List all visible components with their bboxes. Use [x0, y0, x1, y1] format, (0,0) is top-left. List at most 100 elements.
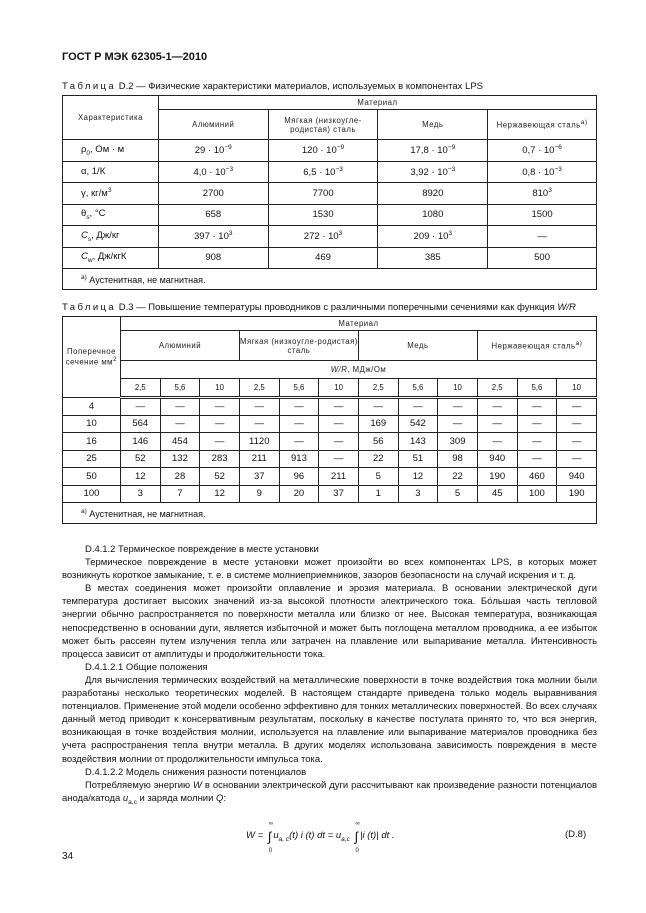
table-cell: 469: [267, 246, 379, 269]
table-cell: 143: [397, 432, 439, 451]
table-cell: —: [516, 449, 558, 468]
table-cell: 209 · 103: [377, 225, 489, 248]
row-label: Cs, Дж/кг: [62, 225, 159, 248]
table-cell: —: [556, 397, 597, 416]
row-label: Cw, Дж/кгК: [62, 246, 159, 269]
wr-value: 2,5: [476, 378, 518, 399]
table-cell: 132: [159, 449, 201, 468]
table-cell: —: [278, 397, 320, 416]
table-cell: —: [199, 414, 240, 433]
table-cell: 20: [278, 484, 320, 503]
table-cell: —: [119, 397, 161, 416]
equation-number: (D.8): [565, 829, 587, 840]
caption-italic: W/R: [557, 302, 576, 313]
table-cell: 397 · 103: [157, 225, 269, 248]
table-cell: 564: [119, 414, 161, 433]
table-d3: Поперечное сечение мм2 Материал Алюминий М…: [62, 316, 598, 524]
wr-value: 2,5: [119, 378, 161, 399]
table-cell: 940: [476, 449, 518, 468]
table-cell: —: [159, 414, 201, 433]
table-row: θs, °С 658 1530 1080 1500: [62, 203, 597, 226]
table-cell: —: [238, 397, 280, 416]
table-cell: —: [487, 225, 597, 248]
table-cell: 3: [119, 484, 161, 503]
caption-prefix: Таблица: [62, 302, 117, 313]
table-cell: 272 · 103: [267, 225, 379, 248]
row-section: 10: [62, 414, 121, 433]
table-cell: 940: [556, 467, 597, 486]
table-cell: —: [318, 432, 359, 451]
wr-value: 5,6: [516, 378, 558, 399]
table-cell: 211: [238, 449, 280, 468]
row-section: 25: [62, 449, 121, 468]
wr-value: 10: [437, 378, 478, 399]
table-cell: 37: [318, 484, 359, 503]
row-label: γ, кг/м3: [62, 182, 159, 205]
table-cell: 0,8 · 10−3: [487, 160, 597, 183]
table-cell: —: [556, 449, 597, 468]
table-cell: 96: [278, 467, 320, 486]
table-cell: —: [357, 397, 399, 416]
table-cell: 2700: [157, 182, 269, 205]
table-cell: —: [199, 432, 240, 451]
table-cell: 5: [357, 467, 399, 486]
table-cell: —: [516, 414, 558, 433]
material-header: Мягкая (низкоугле-родистая) сталь: [267, 109, 379, 140]
table-cell: —: [476, 432, 518, 451]
table-cell: 454: [159, 432, 201, 451]
table-cell: 12: [397, 467, 439, 486]
material-header: Мягкая (низкоугле-родистая) сталь: [238, 330, 359, 361]
table-cell: —: [159, 397, 201, 416]
wr-value: 2,5: [357, 378, 399, 399]
table-cell: 500: [487, 246, 597, 269]
table-cell: 1080: [377, 203, 489, 226]
table-cell: 658: [157, 203, 269, 226]
section-heading: D.4.1.2.2 Модель снижения разности потен…: [85, 766, 307, 778]
paragraph: Для вычисления термических воздействий н…: [62, 674, 597, 765]
table-cell: 45: [476, 484, 518, 503]
material-header: Алюминий: [119, 330, 240, 361]
table-cell: —: [476, 414, 518, 433]
table-row: Cw, Дж/кгК 908 469 385 500: [62, 246, 597, 269]
table-footnote: a) Аустенитная, не магнитная.: [62, 502, 597, 524]
table-cell: 17,8 · 10−9: [377, 139, 489, 162]
table-cell: —: [437, 414, 478, 433]
material-header: Медь: [377, 109, 489, 140]
table-cell: 460: [516, 467, 558, 486]
header-characteristic: Характеристика: [62, 95, 159, 140]
integral-sign: ∫ ∞ 0: [354, 821, 360, 854]
wr-value: 5,6: [159, 378, 201, 399]
table-cell: 542: [397, 414, 439, 433]
table-cell: —: [278, 432, 320, 451]
table-cell: —: [556, 432, 597, 451]
wr-value: 10: [556, 378, 597, 399]
document-header: ГОСТ Р МЭК 62305-1—2010: [62, 51, 208, 63]
material-header: Нержавеющая стальa): [487, 109, 597, 140]
header-section: Поперечное сечение мм2: [62, 316, 121, 398]
table-cell: 913: [278, 449, 320, 468]
table-cell: 52: [119, 449, 161, 468]
table-row: 50 12 28 52 37 96 211 5 12 22 190 460 940: [62, 467, 597, 486]
paragraph: В местах соединения может произойти опла…: [62, 583, 597, 660]
wr-value: 10: [318, 378, 359, 399]
table-footnote: a) Аустенитная, не магнитная.: [62, 268, 597, 290]
table-cell: 12: [119, 467, 161, 486]
table-cell: 12: [199, 484, 240, 503]
table-d2-caption: Таблица D.2 — Физические характеристики …: [62, 81, 483, 92]
section-heading: D.4.1.2.1 Общие положения: [85, 661, 208, 673]
paragraph: Потребляемую энергию W в основании элект…: [62, 779, 597, 806]
row-section: 16: [62, 432, 121, 451]
row-section: 50: [62, 467, 121, 486]
material-header: Алюминий: [157, 109, 269, 140]
caption-prefix: Таблица: [62, 81, 117, 92]
table-cell: 7700: [267, 182, 379, 205]
material-header: Медь: [357, 330, 478, 361]
table-cell: 37: [238, 467, 280, 486]
wr-value: 5,6: [397, 378, 439, 399]
table-cell: 7: [159, 484, 201, 503]
caption-text: D.2 — Физические характеристики материал…: [118, 81, 484, 92]
table-cell: 190: [476, 467, 518, 486]
table-cell: 169: [357, 414, 399, 433]
table-cell: 52: [199, 467, 240, 486]
caption-text: D.3 — Повышение температуры проводников …: [118, 302, 558, 313]
